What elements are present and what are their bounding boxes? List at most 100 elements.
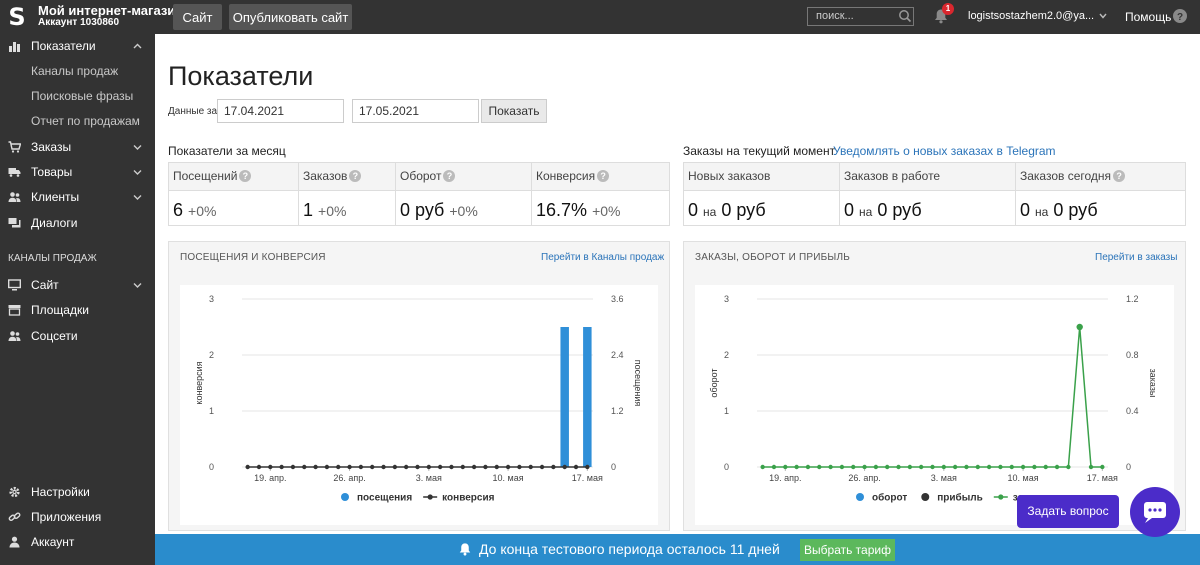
x-tick-label: 17. мая [1087,473,1118,483]
go-to-channels-link[interactable]: Перейти в Каналы продаж [541,252,665,263]
data-point [783,464,788,470]
date-to-input[interactable]: 17.05.2021 [352,99,479,123]
account-number: Аккаунт 1030860 [38,17,120,28]
sidebar-item-clients[interactable]: Клиенты [0,185,155,209]
x-tick-label: 19. апр. [769,473,801,483]
new-orders-value: 0 на 0 руб [688,200,766,220]
sidebar-item-settings[interactable]: Настройки [0,480,155,504]
choose-tariff-button[interactable]: Выбрать тариф [800,539,895,561]
data-point [952,464,958,470]
orders-header: Заказов? [299,163,395,191]
orders-today-value: 0 на 0 руб [1020,200,1098,220]
sidebar-item-products[interactable]: Товары [0,160,155,184]
chevron-down-icon[interactable] [1098,11,1108,21]
sidebar-subitem-channels[interactable]: Каналы продаж [31,64,119,78]
sidebar-item-account[interactable]: Аккаунт [0,530,155,554]
turnover-value: 0 руб +0% [400,200,478,220]
data-point [1032,464,1037,470]
data-point [964,464,969,470]
conversion-header: Конверсия? [532,163,669,191]
data-point [805,464,811,470]
help-icon[interactable]: ? [1113,170,1126,182]
data-point [471,464,477,470]
legend-label: оборот [872,492,907,504]
sidebar-item-social[interactable]: Соцсети [0,324,155,348]
chevron-down-icon [133,145,142,150]
date-from-input[interactable]: 17.04.2021 [217,99,344,123]
orders-today-header: Заказов сегодня? [1016,163,1185,191]
data-point [828,464,833,470]
y-left-tick-label: 1 [724,406,729,416]
sidebar-item-label: Соцсети [31,329,78,343]
x-tick-label: 26. апр. [333,473,365,483]
data-point [358,464,364,470]
data-point [930,464,935,470]
help-link[interactable]: Помощь [1125,10,1172,24]
monitor-icon [8,279,21,291]
y-right-tick-label: 1.2 [611,406,624,416]
help-icon[interactable]: ? [349,170,362,182]
data-point [324,464,330,470]
chat-button[interactable] [1130,487,1180,537]
marketplace-icon [8,305,21,316]
sidebar-item-orders[interactable]: Заказы [0,135,155,159]
y-right-tick-label: 3.6 [611,294,624,304]
y-left-tick-label: 0 [209,462,214,472]
visits-cell: Посещений? 6 +0% [169,163,298,225]
site-button[interactable]: Сайт [173,4,222,30]
data-point [839,464,845,470]
search-icon[interactable] [898,9,912,23]
data-point [918,464,924,470]
data-point [256,464,262,470]
data-point [403,464,409,470]
chevron-down-icon [133,170,142,175]
data-point [1043,464,1048,470]
ask-question-button[interactable]: Задать вопрос [1017,495,1119,528]
sidebar-item-site[interactable]: Сайт [0,273,155,297]
store-name[interactable]: Мой интернет-магазин [38,3,184,18]
y-right-tick-label: 0 [611,462,616,472]
data-point [896,464,901,470]
help-icon[interactable]: ? [443,170,456,182]
sidebar-item-marketplaces[interactable]: Площадки [0,298,155,322]
chevron-down-icon [133,283,142,288]
telegram-notify-link[interactable]: Уведомлять о новых заказах в Telegram [833,144,1056,158]
help-icon[interactable]: ? [239,170,252,182]
help-icon[interactable]: ? [1172,8,1188,24]
data-point [426,464,432,470]
data-point [313,464,318,470]
data-point [1100,464,1105,470]
legend-label: прибыль [937,492,983,504]
publish-site-button[interactable]: Опубликовать сайт [229,4,352,30]
data-point [1020,464,1026,470]
data-point [370,464,375,470]
sidebar-item-indicators[interactable]: Показатели [0,34,155,58]
y-left-tick-label: 0 [724,462,729,472]
data-point [941,464,947,470]
sidebar-subitem-sales-report[interactable]: Отчет по продажам [31,114,140,128]
sidebar-item-dialogs[interactable]: Диалоги [0,211,155,235]
y-right-axis-label: посещения [633,360,643,407]
search-input[interactable]: поиск... [807,7,914,26]
bar-chart-icon [9,42,20,52]
legend-label: посещения [357,493,412,504]
month-indicators-title: Показатели за месяц [168,144,286,158]
orders-in-work-cell: Заказов в работе 0 на 0 руб [839,163,1015,225]
y-left-tick-label: 3 [209,294,214,304]
show-button[interactable]: Показать [481,99,547,123]
data-point [551,464,556,470]
data-point [1076,323,1083,331]
data-point [336,464,341,470]
y-right-tick-label: 0 [1126,462,1131,472]
legend-label: конверсия [442,493,494,504]
data-point [1054,464,1060,470]
help-icon[interactable]: ? [597,170,610,182]
sidebar-item-apps[interactable]: Приложения [0,505,155,529]
logo-icon[interactable]: S [8,3,26,31]
orders-turnover-chart: 0 1 2 3 0 0.4 0.8 1.2 оборот заказы 19. апр. 26. ап… [709,294,1158,504]
go-to-orders-link[interactable]: Перейти в заказы [1095,252,1178,263]
visits-value: 6 +0% [173,200,217,220]
current-orders-title: Заказы на текущий момент [683,144,836,158]
user-email[interactable]: logistsostazhem2.0@ya... [968,10,1095,22]
sidebar-subitem-search-phrases[interactable]: Поисковые фразы [31,89,134,103]
